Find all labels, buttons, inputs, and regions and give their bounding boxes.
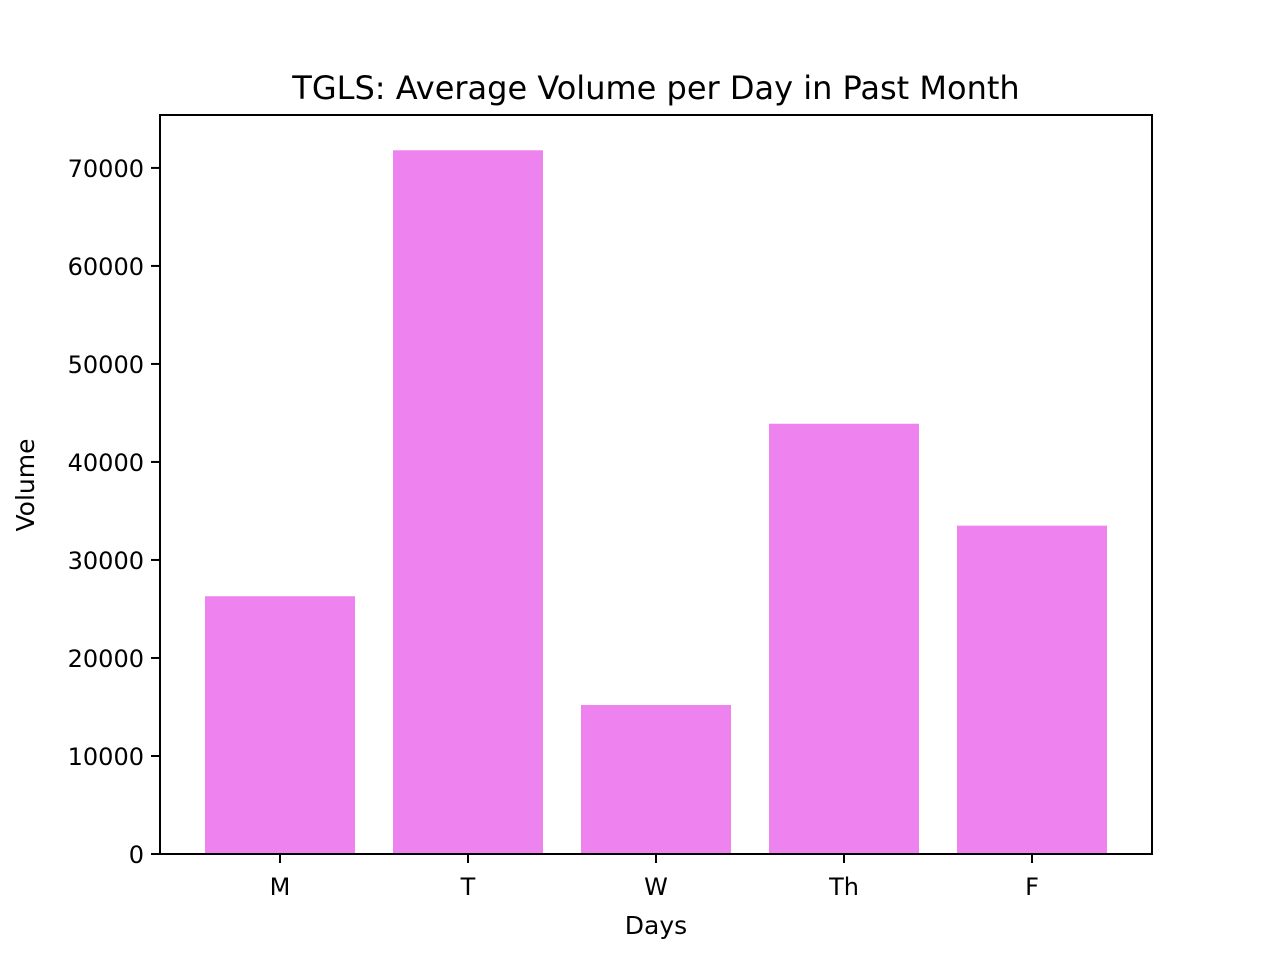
y-tick-label: 40000 [68,449,144,477]
x-axis-ticks: M T W Th F [270,854,1039,901]
x-tick-label: T [460,873,476,901]
chart-title: TGLS: Average Volume per Day in Past Mon… [291,69,1019,107]
x-tick-label: M [270,873,291,901]
y-tick-label: 70000 [68,155,144,183]
x-tick-label: W [644,873,668,901]
x-tick-label: F [1025,873,1039,901]
y-tick-label: 20000 [68,645,144,673]
bar-f [957,525,1107,854]
y-tick-label: 60000 [68,253,144,281]
bar-t [393,150,543,854]
bar-w [581,705,731,854]
x-tick-label: Th [828,873,859,901]
y-axis-ticks: 0 10000 20000 30000 40000 50000 60000 70000 [68,155,160,869]
bars-layer [205,150,1107,854]
y-tick-label: 10000 [68,743,144,771]
y-axis-label: Volume [11,439,40,532]
bar-m [205,596,355,854]
x-axis-label: Days [625,911,687,940]
bar-th [769,423,919,854]
y-tick-label: 0 [129,841,144,869]
plot-frame [159,114,1153,855]
y-tick-label: 30000 [68,547,144,575]
y-tick-label: 50000 [68,351,144,379]
